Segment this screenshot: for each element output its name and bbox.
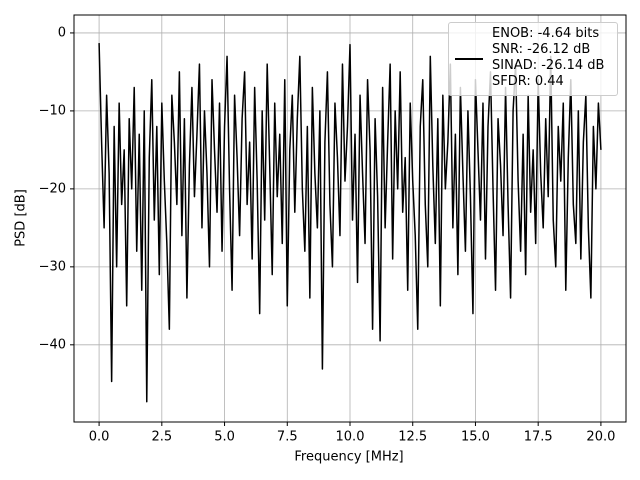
plot: [98, 43, 602, 403]
y-tick-label: −10: [39, 103, 66, 118]
x-tick-label: 5.0: [214, 430, 235, 445]
x-tick-label: 2.5: [151, 430, 172, 445]
x-tick-label: 12.5: [398, 430, 427, 445]
x-tick-label: 17.5: [524, 430, 553, 445]
legend: ENOB: -4.64 bits SNR: -26.12 dB SINAD: -…: [448, 22, 618, 96]
y-tick-label: −20: [39, 181, 66, 196]
x-axis-label: Frequency [MHz]: [294, 450, 403, 465]
x-tick-label: 15.0: [461, 430, 490, 445]
data-line: [98, 43, 602, 403]
grid: [74, 15, 626, 422]
x-tick-label: 20.0: [586, 430, 615, 445]
y-tick-label: 0: [58, 25, 66, 40]
x-tick-label: 0.0: [89, 430, 110, 445]
x-tick-label: 10.0: [336, 430, 365, 445]
y-tick-label: −40: [39, 337, 66, 352]
y-axis-label: PSD [dB]: [14, 189, 29, 247]
legend-swatch: [455, 58, 483, 60]
y-tick-label: −30: [39, 259, 66, 274]
legend-label: ENOB: -4.64 bits SNR: -26.12 dB SINAD: -…: [492, 26, 605, 89]
x-tick-label: 7.5: [277, 430, 298, 445]
